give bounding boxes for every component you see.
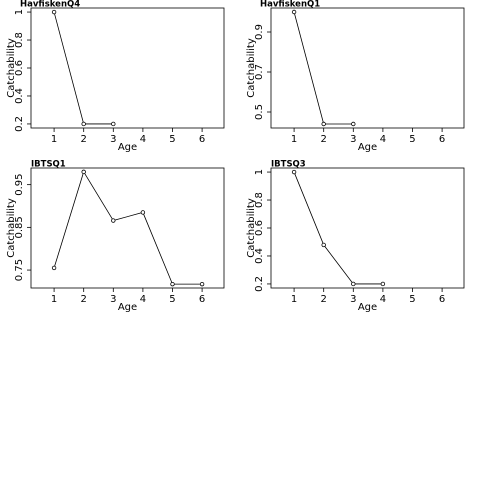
y-tick-label: 0.7 [254, 64, 265, 80]
plot-frame [30, 7, 225, 129]
data-point [291, 169, 297, 175]
panel-title: HavfiskenQ1 [260, 0, 320, 10]
y-tick-label: 0.85 [14, 216, 25, 238]
x-tick-label: 3 [350, 134, 356, 145]
data-point [140, 210, 146, 215]
data-point [321, 242, 326, 248]
data-point [321, 121, 326, 127]
x-tick-label: 2 [81, 294, 87, 305]
data-point [170, 281, 175, 287]
y-tick-label: 0.5 [254, 104, 265, 120]
data-point [111, 121, 116, 127]
y-tick-label: 0.9 [254, 24, 265, 40]
y-tick-label: 0.6 [254, 220, 265, 236]
x-tick-label: 5 [169, 134, 175, 145]
x-tick-label: 4 [140, 294, 146, 305]
data-line [53, 170, 203, 285]
x-axis-label: Age [358, 142, 377, 153]
y-tick-label: 0.8 [254, 192, 265, 208]
data-point [199, 281, 205, 287]
y-tick-label: 0.75 [14, 259, 25, 281]
panel-title: HavfiskenQ4 [20, 0, 80, 10]
data-point [351, 281, 356, 287]
x-tick-label: 1 [291, 134, 297, 145]
y-axis-label: Catchability [6, 38, 17, 98]
data-point [81, 121, 86, 127]
x-tick-label: 6 [439, 294, 445, 305]
x-tick-label: 3 [110, 294, 116, 305]
data-point [291, 9, 297, 15]
x-tick-label: 4 [140, 134, 146, 145]
y-axis-label: Catchability [246, 38, 257, 98]
x-tick-label: 1 [51, 134, 57, 145]
x-axis-label: Age [118, 142, 137, 153]
data-line [53, 11, 114, 125]
x-tick-label: 4 [380, 134, 386, 145]
y-tick-label: 0.2 [254, 276, 265, 292]
x-tick-label: 5 [169, 294, 175, 305]
data-point [51, 9, 57, 15]
plot-frame [270, 7, 465, 129]
y-tick-label: 0.8 [14, 32, 25, 48]
x-tick-label: 2 [81, 134, 87, 145]
x-axis-label: Age [358, 302, 377, 313]
y-tick-label: 0.4 [254, 248, 265, 264]
x-tick-label: 4 [380, 294, 386, 305]
data-line [293, 11, 354, 125]
panel-title: IBTSQ3 [271, 160, 306, 170]
y-tick-label: 0.6 [14, 60, 25, 76]
y-tick-label: 1 [14, 9, 25, 15]
x-tick-label: 3 [110, 134, 116, 145]
x-tick-label: 1 [291, 294, 297, 305]
x-tick-label: 5 [409, 134, 415, 145]
x-tick-label: 2 [321, 294, 327, 305]
x-tick-label: 3 [350, 294, 356, 305]
plot-frame [30, 167, 225, 289]
x-tick-label: 6 [199, 134, 205, 145]
data-point [111, 218, 116, 223]
data-line [293, 171, 383, 285]
data-point [81, 169, 86, 175]
x-tick-label: 6 [199, 294, 205, 305]
y-tick-label: 0.2 [14, 116, 25, 132]
panel-title: IBTSQ1 [31, 160, 66, 170]
y-tick-label: 1 [254, 169, 265, 175]
x-axis-label: Age [118, 302, 137, 313]
data-point [351, 121, 356, 127]
y-axis-label: Catchability [246, 198, 257, 258]
data-point [51, 265, 57, 271]
y-axis-label: Catchability [6, 198, 17, 258]
y-tick-label: 0.4 [14, 88, 25, 104]
y-tick-label: 0.95 [14, 174, 25, 196]
x-tick-label: 1 [51, 294, 57, 305]
x-tick-label: 2 [321, 134, 327, 145]
x-tick-label: 6 [439, 134, 445, 145]
data-point [380, 281, 386, 287]
x-tick-label: 5 [409, 294, 415, 305]
